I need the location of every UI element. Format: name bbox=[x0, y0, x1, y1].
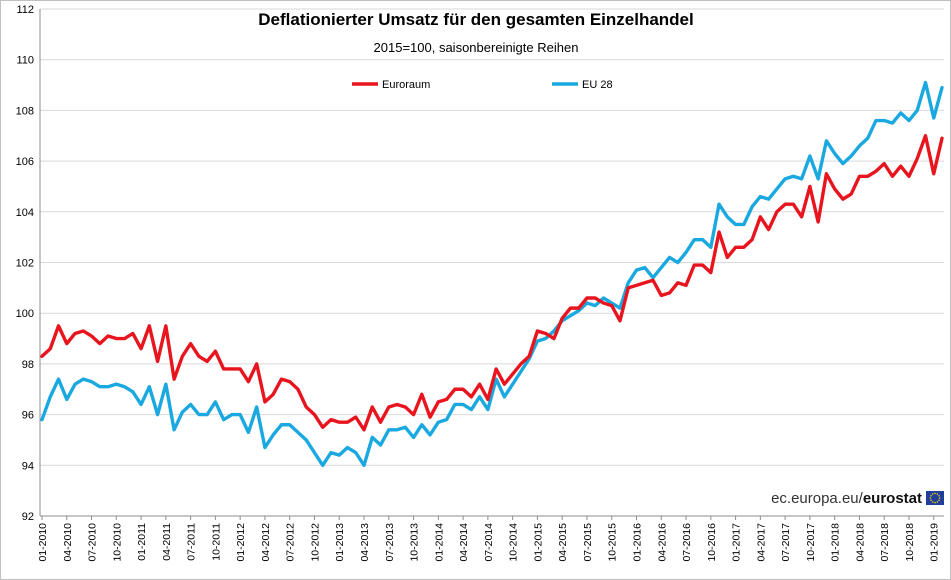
x-tick-label: 07-2015 bbox=[582, 523, 594, 562]
x-tick-label: 10-2010 bbox=[111, 523, 123, 562]
series-line-euroraum bbox=[40, 134, 944, 432]
x-tick-label: 04-2015 bbox=[557, 523, 569, 562]
x-tick-label: 01-2013 bbox=[334, 523, 346, 562]
series-lines bbox=[40, 80, 944, 467]
flag-star bbox=[930, 494, 932, 497]
svg-text:ec.europa.eu/eurostat: ec.europa.eu/eurostat bbox=[771, 490, 922, 507]
x-tick-label: 07-2017 bbox=[780, 523, 792, 562]
x-tick-label: 07-2010 bbox=[87, 523, 99, 562]
series-line-eu-28 bbox=[40, 80, 944, 467]
flag-star bbox=[936, 501, 939, 503]
y-tick-label: 112 bbox=[16, 4, 34, 16]
flag-star bbox=[930, 499, 932, 502]
x-tick-label: 01-2017 bbox=[731, 523, 743, 562]
chart-subtitle: 2015=100, saisonbereinigte Reihen bbox=[374, 40, 579, 55]
source-brand: eurostat bbox=[863, 490, 922, 507]
x-tick-label: 10-2013 bbox=[409, 523, 421, 562]
x-tick-label: 10-2018 bbox=[904, 523, 916, 562]
eu-flag-icon bbox=[926, 491, 944, 505]
x-tick-label: 07-2018 bbox=[879, 523, 891, 562]
x-tick-label: 04-2010 bbox=[62, 523, 74, 562]
source-prefix: ec.europa.eu/ bbox=[771, 490, 864, 507]
x-tick-label: 07-2012 bbox=[285, 523, 297, 562]
legend-label: EU 28 bbox=[582, 79, 613, 91]
x-tick-label: 01-2015 bbox=[532, 523, 544, 562]
y-tick-label: 100 bbox=[16, 308, 34, 320]
x-tick-label: 10-2012 bbox=[309, 523, 321, 562]
legend: Euroraum EU 28 bbox=[352, 79, 613, 91]
x-tick-label: 01-2014 bbox=[433, 523, 445, 562]
x-tick-label: 07-2013 bbox=[384, 523, 396, 562]
y-tick-label: 94 bbox=[22, 460, 34, 472]
flag-star bbox=[931, 493, 934, 495]
x-tick-label: 07-2016 bbox=[681, 523, 693, 562]
y-tick-label: 106 bbox=[16, 156, 34, 168]
legend-item-euroraum: Euroraum bbox=[352, 79, 430, 91]
x-tick-label: 07-2014 bbox=[483, 523, 495, 562]
y-tick-label: 110 bbox=[16, 55, 34, 67]
y-tick-label: 104 bbox=[16, 207, 34, 219]
y-tick-label: 92 bbox=[22, 511, 34, 523]
x-tick-label: 04-2014 bbox=[458, 523, 470, 562]
x-tick-label: 04-2017 bbox=[755, 523, 767, 562]
x-tick-label: 01-2018 bbox=[830, 523, 842, 562]
x-tick-label: 01-2010 bbox=[37, 523, 49, 562]
flag-star bbox=[938, 499, 940, 502]
x-axis-ticks: 01-2010 04-2010 07-2010 10-2010 01-2011 04-20… bbox=[37, 516, 941, 562]
x-tick-label: 10-2016 bbox=[706, 523, 718, 562]
y-axis-ticks: 92 94 96 98 100 102 104 106 108 110 112 bbox=[16, 4, 34, 523]
flag-field bbox=[926, 491, 944, 505]
x-tick-label: 01-2016 bbox=[631, 523, 643, 562]
chart-title: Deflationierter Umsatz für den gesamten … bbox=[258, 10, 693, 29]
legend-label: Euroraum bbox=[382, 79, 430, 91]
source-credit: ec.europa.eu/eurostat bbox=[771, 490, 944, 507]
x-tick-label: 10-2015 bbox=[607, 523, 619, 562]
flag-star bbox=[931, 501, 934, 503]
x-tick-label: 04-2013 bbox=[359, 523, 371, 562]
flag-star bbox=[934, 501, 936, 504]
x-tick-label: 10-2017 bbox=[805, 523, 817, 562]
y-tick-label: 108 bbox=[16, 105, 34, 117]
flag-star bbox=[936, 493, 939, 495]
y-tick-label: 98 bbox=[22, 359, 34, 371]
x-tick-label: 07-2011 bbox=[186, 523, 198, 561]
x-tick-label: 10-2011 bbox=[210, 523, 222, 561]
y-tick-label: 102 bbox=[16, 258, 34, 270]
flag-star bbox=[938, 494, 940, 497]
x-tick-label: 10-2014 bbox=[508, 523, 520, 562]
x-tick-label: 04-2011 bbox=[161, 523, 173, 561]
y-tick-label: 96 bbox=[22, 410, 34, 422]
x-tick-label: 01-2011 bbox=[136, 523, 148, 561]
x-tick-label: 01-2012 bbox=[235, 523, 247, 562]
x-tick-label: 04-2016 bbox=[656, 523, 668, 562]
flag-star bbox=[938, 497, 941, 499]
x-tick-label: 01-2019 bbox=[929, 523, 941, 562]
x-tick-label: 04-2018 bbox=[854, 523, 866, 562]
flag-star bbox=[929, 497, 932, 499]
legend-item-eu-28: EU 28 bbox=[552, 79, 613, 91]
x-tick-label: 04-2012 bbox=[260, 523, 272, 562]
flag-star bbox=[934, 492, 936, 495]
